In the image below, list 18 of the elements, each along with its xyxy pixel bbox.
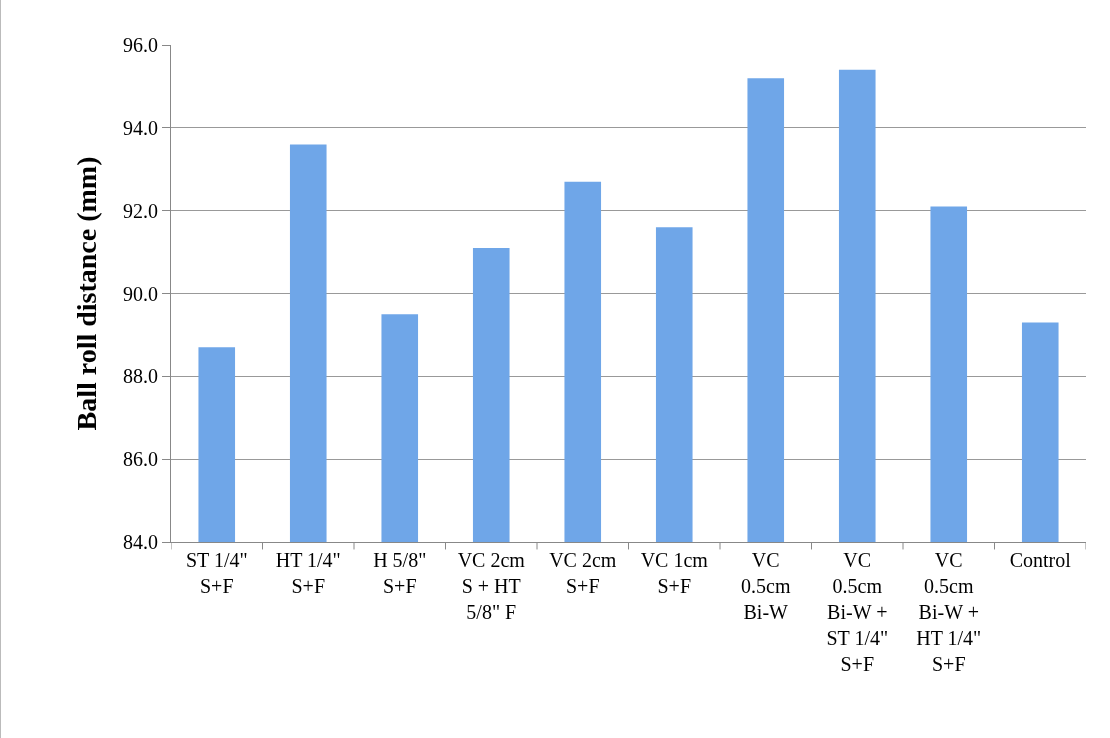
x-tick-label: H 5/8" S+F xyxy=(373,549,427,597)
x-tick-label: VC 1cm S+F xyxy=(640,549,709,597)
x-tick-label: VC 2cm S + HT 5/8" F xyxy=(457,549,526,623)
x-tick-label: VC 2cm S+F xyxy=(549,549,617,597)
y-tick-label: 90.0 xyxy=(123,282,158,305)
y-tick-label: 88.0 xyxy=(123,365,158,388)
x-tick-label: Control xyxy=(1009,549,1072,571)
x-tick-label: VC 0.5cm Bi-W + ST 1/4" S+F xyxy=(826,549,889,675)
y-axis-title: Ball roll distance (mm) xyxy=(70,156,102,431)
x-tick-label: VC 0.5cm Bi-W xyxy=(741,549,791,623)
y-tick-label: 86.0 xyxy=(123,448,158,471)
x-tick-label: ST 1/4" S+F xyxy=(185,549,248,597)
y-tick-label: 84.0 xyxy=(123,531,158,553)
y-tick-label: 94.0 xyxy=(123,116,158,139)
x-tick-label: VC 0.5cm Bi-W + HT 1/4" S+F xyxy=(916,549,982,675)
y-tick-label: 96.0 xyxy=(123,34,158,56)
x-tick-label: HT 1/4" S+F xyxy=(275,549,341,597)
y-tick-label: 92.0 xyxy=(123,199,158,222)
